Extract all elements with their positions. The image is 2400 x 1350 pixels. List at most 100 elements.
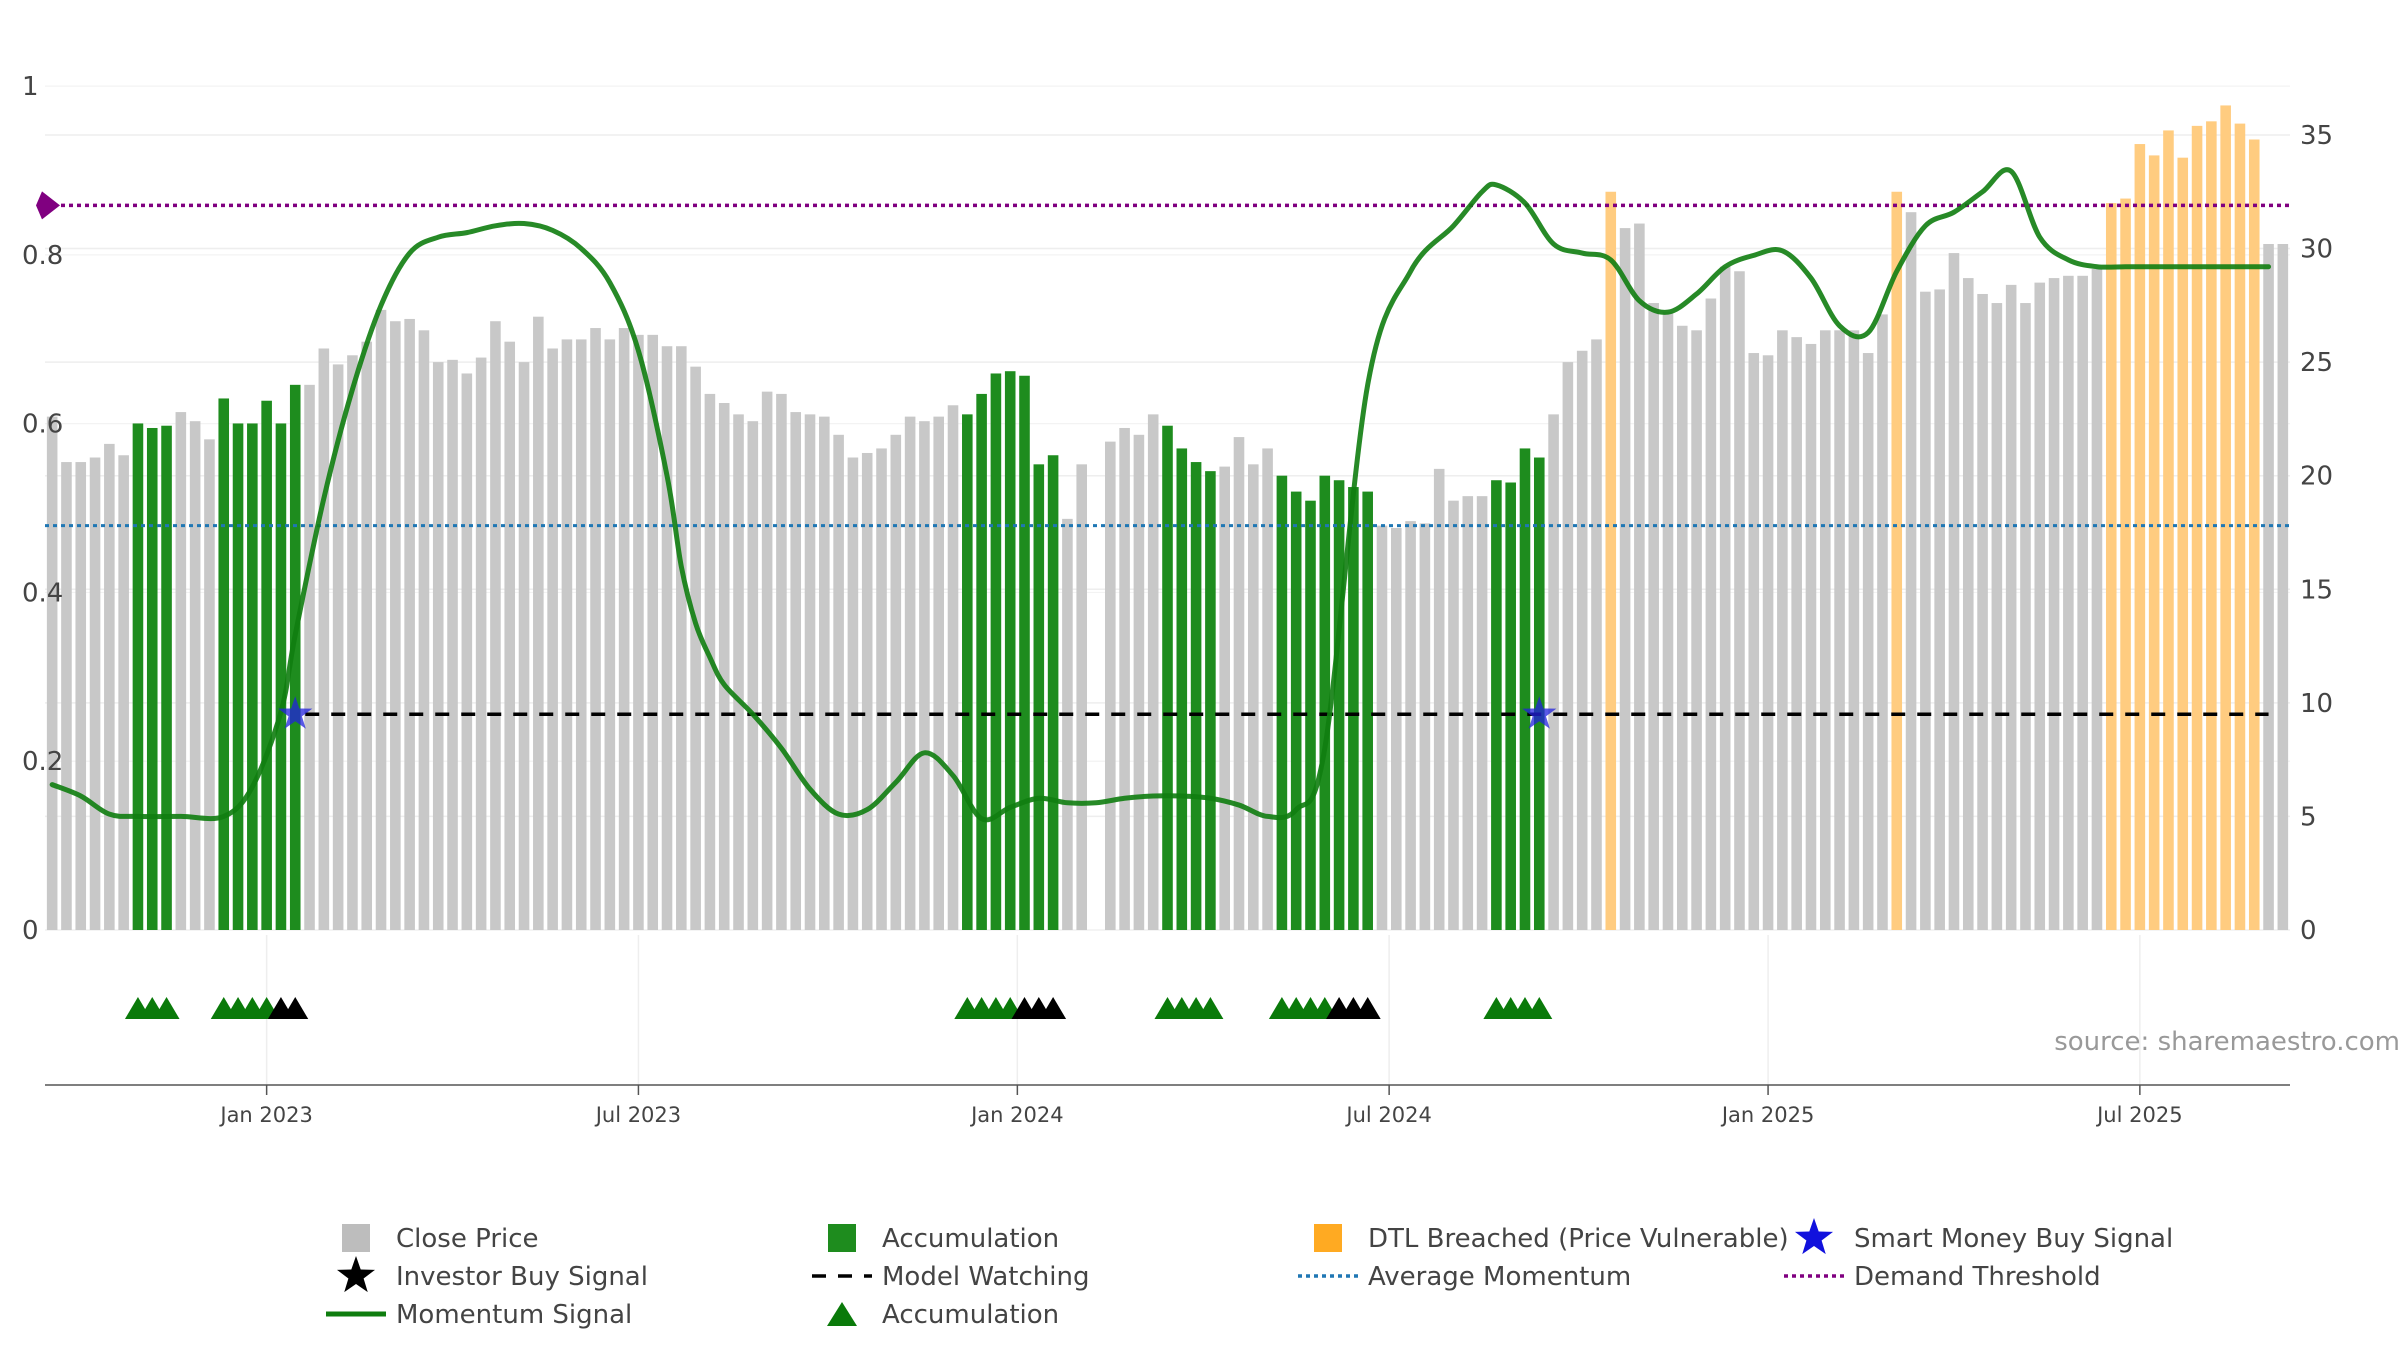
price-bar [2163,130,2174,931]
price-bar [1862,353,1874,931]
price-bar [1119,427,1130,930]
right-tick-label: 0 [2300,916,2317,946]
price-bar [676,346,687,930]
price-bar [161,425,172,930]
price-bar [804,414,816,930]
price-bar [1176,448,1188,930]
accumulation-triangle [153,997,180,1019]
price-bar [1791,337,1802,930]
price-bar [933,416,945,931]
price-bar [1533,457,1545,930]
price-bar [1405,521,1416,930]
price-bar [947,405,959,930]
price-bar [1777,330,1788,930]
price-bar [1748,353,1760,931]
price-bar [1505,482,1516,930]
price-bar [1491,480,1502,930]
price-bar [2005,284,2017,930]
price-bar [1105,441,1116,930]
legend-label: Smart Money Buy Signal [1854,1224,2173,1254]
price-bar [490,321,501,930]
price-bar [1348,487,1359,930]
smart-money-buy-signal-star [278,696,313,729]
left-tick-label: 0.8 [22,241,63,271]
legend-label: Model Watching [882,1262,1089,1292]
x-tick-label: Jul 2024 [1344,1103,1431,1127]
price-bar [218,398,230,930]
right-tick-label: 5 [2300,802,2317,832]
price-bar [618,328,630,931]
price-bar [2263,243,2274,931]
price-bar [2191,125,2203,930]
price-bar [1891,191,1903,931]
price-bar [861,452,873,930]
price-bar [1019,375,1030,930]
right-tick-label: 30 [2300,235,2333,265]
price-bar [1248,464,1259,930]
price-bar [2248,139,2260,931]
price-bar [2134,144,2146,930]
price-bar [289,384,301,930]
investor-buy-triangle [282,997,309,1019]
price-bar [633,334,644,930]
price-bar [819,416,830,931]
price-bar [2063,275,2074,930]
smart-money-buy-signal-star [1522,696,1557,729]
price-bar [132,423,144,930]
price-bar [447,359,458,930]
legend-label: DTL Breached (Price Vulnerable) [1368,1224,1789,1254]
reference-lines [36,191,2290,716]
price-bar [46,416,58,931]
price-bar [1333,480,1345,930]
price-bar [604,339,616,930]
price-bar [1734,271,1745,930]
price-bar [1648,303,1659,931]
price-bar [504,341,516,930]
price-bar [1848,330,1860,930]
signal-markers [278,696,1557,729]
price-bar [1205,471,1216,930]
price-bar [1004,371,1016,930]
left-tick-label: 0.4 [22,578,63,608]
price-bar [1877,314,1888,930]
price-bar [1133,434,1145,930]
price-bar [104,443,115,930]
price-bar [1962,278,1974,930]
price-bar [1948,253,1960,930]
source-label: source: sharemaestro.com [2054,1027,2400,1057]
right-tick-label: 10 [2300,689,2333,719]
price-bar [1262,448,1273,930]
price-bar [1819,330,1831,930]
price-bar [547,348,558,931]
price-bar [761,391,773,930]
price-bar [461,373,473,930]
price-bar [1576,350,1588,930]
legend-label: Accumulation [882,1224,1059,1254]
price-bar [1662,312,1674,930]
price-bar [232,423,244,930]
price-bar [847,457,859,930]
price-bar [1634,223,1645,931]
price-bar [247,423,258,930]
price-bar [75,462,87,930]
price-bar [1062,518,1073,930]
price-bar [1562,362,1574,930]
price-bar [2177,157,2189,930]
price-bar [390,321,401,930]
price-bar [1991,303,2003,931]
price-bar [2120,198,2131,930]
price-bar [347,355,358,930]
price-bar [432,362,444,930]
signal-strip [124,997,1553,1019]
price-bar [1691,330,1702,930]
accumulation-triangle [1197,997,1224,1019]
price-bar [1433,468,1445,930]
right-tick-label: 15 [2300,575,2333,605]
price-bar [919,421,930,930]
price-bar [1548,414,1559,930]
price-bar [261,400,272,930]
price-bar [1162,425,1173,930]
price-bar [690,366,701,930]
price-bar [718,403,730,930]
